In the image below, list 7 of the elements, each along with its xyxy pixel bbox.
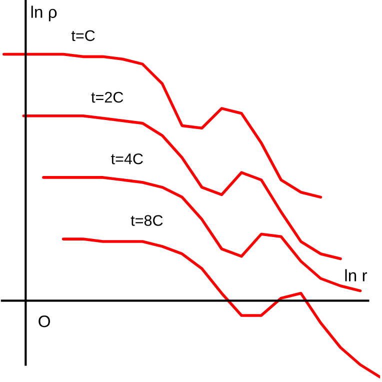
- y-axis-title: ln ρ: [31, 6, 57, 22]
- series-label: t=2C: [91, 92, 124, 103]
- series-label: t=C: [71, 30, 95, 42]
- series-label: t=8C: [130, 215, 163, 226]
- annotation: O: [38, 315, 50, 328]
- series-label: t=4C: [111, 153, 143, 164]
- x-axis-title: ln r: [345, 269, 368, 282]
